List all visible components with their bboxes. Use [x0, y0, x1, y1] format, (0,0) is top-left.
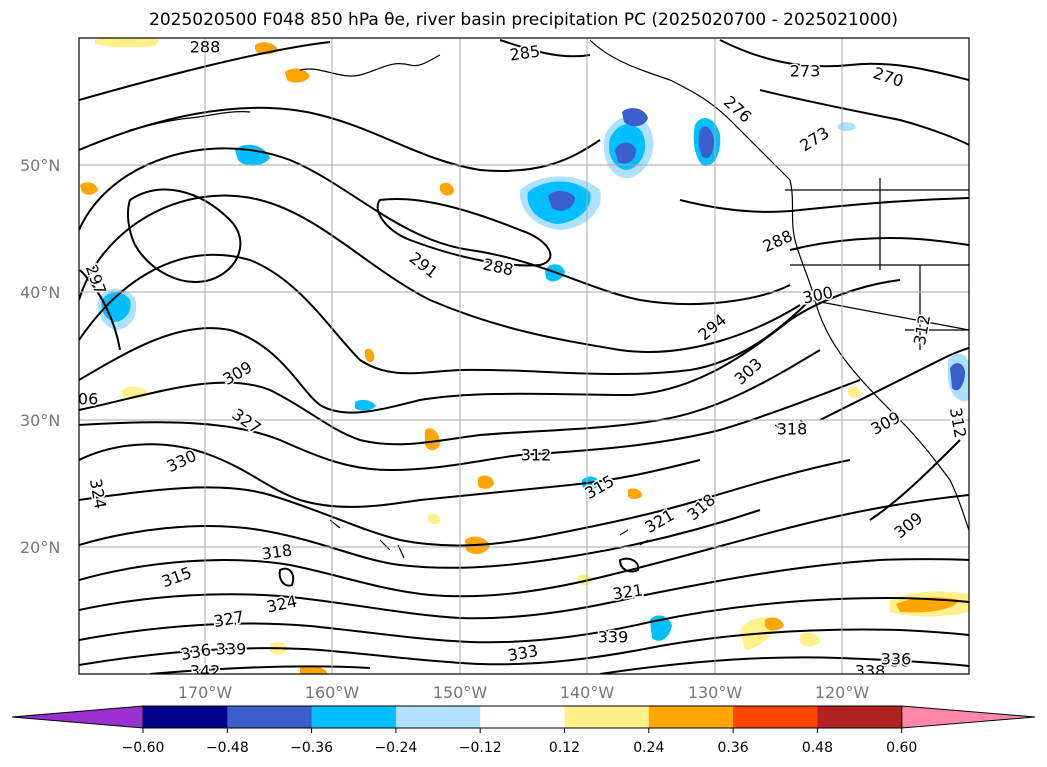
map-frame	[78, 37, 970, 675]
colorbar-tick-label: 0.24	[633, 740, 664, 756]
colorbar-segment	[817, 706, 903, 728]
coastlines	[129, 39, 969, 559]
colorbar-tick-label: 0.60	[886, 740, 917, 756]
contour-label: 285	[508, 41, 541, 64]
colorbar-tick-label: −0.36	[290, 740, 333, 756]
longitude-labels: 170°W 160°W 150°W 140°W 130°W 120°W	[178, 683, 870, 702]
contour-label: 342	[190, 662, 221, 681]
colorbar-tick-label: −0.60	[122, 740, 165, 756]
colorbar-tick-label: −0.48	[206, 740, 249, 756]
colorbar-tick-label: 0.12	[549, 740, 580, 756]
colorbar-segment	[311, 706, 397, 728]
contour-label: 273	[790, 62, 821, 81]
lat-label-20n: 20°N	[20, 538, 60, 557]
precip-shading	[80, 38, 969, 674]
contour-label: 312	[521, 446, 552, 465]
map-title: 2025020500 F048 850 hPa θe, river basin …	[149, 10, 898, 30]
colorbar: −0.60 −0.48 −0.36 −0.24 −0.12 0.12 0.24 0.36 0.4…	[11, 705, 1036, 756]
colorbar-segment	[564, 706, 650, 728]
colorbar-tick-label: 0.48	[802, 740, 833, 756]
colorbar-tick-label: −0.24	[374, 740, 417, 756]
graticule	[79, 38, 969, 674]
colorbar-segment	[733, 706, 818, 728]
lon-label-120w: 120°W	[815, 683, 870, 702]
contour-label: 339	[216, 640, 247, 659]
lon-label-160w: 160°W	[305, 683, 360, 702]
colorbar-segment	[395, 706, 481, 728]
latitude-labels: 50°N 40°N 30°N 20°N	[20, 156, 60, 557]
colorbar-frame	[142, 705, 903, 729]
lon-label-130w: 130°W	[688, 683, 743, 702]
contour-label: 336	[881, 650, 912, 669]
contour-label: 336	[880, 652, 911, 671]
colorbar-segment	[480, 706, 565, 728]
colorbar-extend-high	[901, 705, 1036, 729]
lat-label-30n: 30°N	[20, 411, 60, 430]
contour-label: 288	[190, 38, 221, 57]
colorbar-tick-label: 0.36	[718, 740, 749, 756]
colorbar-segment	[648, 706, 734, 728]
lat-label-50n: 50°N	[20, 156, 60, 175]
lon-label-150w: 150°W	[433, 683, 488, 702]
lon-label-140w: 140°W	[560, 683, 615, 702]
contour-label: 318	[777, 420, 808, 439]
colorbar-segment	[227, 706, 313, 728]
contour-label: 338	[855, 662, 886, 681]
theta-e-contours	[79, 39, 969, 674]
colorbar-tick-label: −0.12	[459, 740, 502, 756]
contour-label: 306	[68, 390, 99, 409]
lon-label-170w: 170°W	[178, 683, 233, 702]
colorbar-extend-low	[11, 705, 144, 729]
colorbar-segment	[143, 706, 228, 728]
contour-label: 339	[598, 628, 629, 647]
lat-label-40n: 40°N	[20, 283, 60, 302]
